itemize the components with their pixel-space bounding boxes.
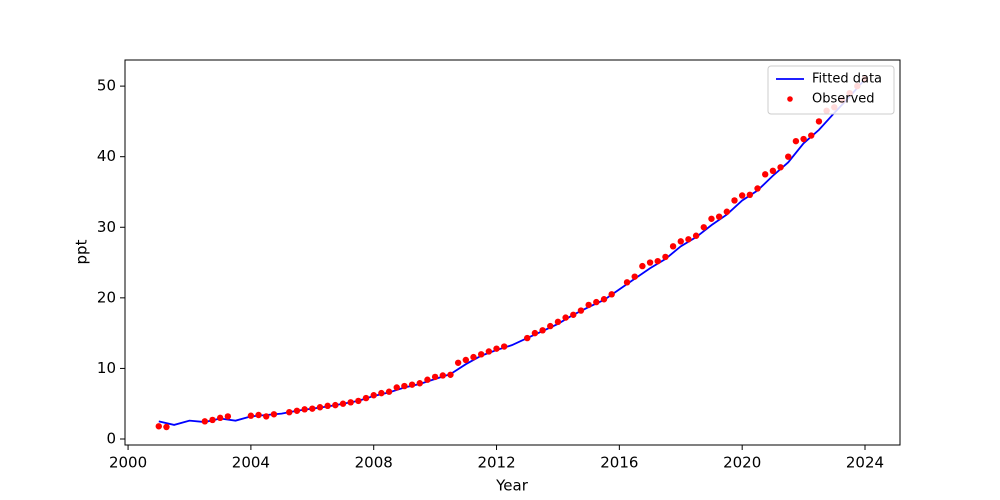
observed-point xyxy=(524,334,531,342)
observed-point xyxy=(255,411,262,419)
observed-point xyxy=(669,243,677,250)
observed-point xyxy=(155,423,162,430)
observed-point xyxy=(424,376,431,383)
legend-label: Observed xyxy=(812,92,875,107)
observed-point xyxy=(393,384,400,391)
observed-point xyxy=(470,353,477,361)
observed-point xyxy=(270,411,278,418)
observed-point xyxy=(209,416,216,424)
observed-point xyxy=(454,359,462,366)
x-tick-label: 2024 xyxy=(846,454,884,472)
observed-point xyxy=(416,380,423,387)
observed-point xyxy=(477,351,485,358)
observed-point xyxy=(769,167,777,175)
observed-point xyxy=(777,164,784,171)
x-axis-label: Year xyxy=(495,477,529,495)
y-tick-label: 20 xyxy=(97,288,116,306)
observed-point xyxy=(723,208,731,215)
observed-point xyxy=(293,407,301,414)
observed-point xyxy=(462,356,470,364)
observed-point xyxy=(216,414,224,422)
observed-point xyxy=(401,382,408,390)
y-axis-label: ppt xyxy=(73,239,91,264)
observed-point xyxy=(692,232,700,239)
plot-frame xyxy=(124,59,901,446)
observed-point xyxy=(447,371,454,378)
observed-point xyxy=(316,404,324,411)
observed-point xyxy=(485,348,493,355)
x-tick-label: 2008 xyxy=(355,454,393,472)
observed-point xyxy=(654,257,661,265)
observed-point xyxy=(685,236,692,243)
x-tick-label: 2016 xyxy=(600,454,638,472)
observed-point xyxy=(439,372,446,379)
observed-point xyxy=(785,153,792,160)
y-tick-label: 40 xyxy=(97,147,116,165)
observed-point xyxy=(362,394,370,402)
observed-point xyxy=(746,191,754,199)
legend-label: Fitted data xyxy=(812,72,882,87)
observed-point xyxy=(263,413,270,420)
observed-point xyxy=(355,397,362,405)
observed-point xyxy=(623,279,631,286)
observed-point xyxy=(385,388,393,395)
observed-point xyxy=(547,322,554,330)
observed-point xyxy=(247,412,255,419)
x-tick-label: 2020 xyxy=(723,454,761,472)
observed-point xyxy=(324,402,331,410)
observed-point xyxy=(700,224,707,231)
observed-point xyxy=(754,185,761,192)
observed-point xyxy=(539,327,546,334)
observed-point xyxy=(332,401,339,409)
observed-point xyxy=(608,291,615,298)
observed-point xyxy=(347,399,354,406)
legend-box xyxy=(767,65,895,115)
observed-point xyxy=(408,381,416,388)
observed-point xyxy=(662,253,669,261)
observed-point xyxy=(593,298,600,306)
y-tick-label: 0 xyxy=(106,430,116,448)
observed-point xyxy=(501,343,508,350)
y-tick-label: 10 xyxy=(97,359,116,377)
observed-point xyxy=(378,389,385,397)
observed-point xyxy=(631,273,638,280)
observed-point xyxy=(224,413,232,420)
observed-point xyxy=(431,373,439,381)
observed-point xyxy=(738,192,746,199)
observed-point xyxy=(531,329,539,337)
observed-point xyxy=(201,418,209,425)
observed-point xyxy=(339,400,347,407)
x-tick-label: 2012 xyxy=(477,454,515,472)
observed-point xyxy=(286,408,293,416)
observed-point xyxy=(708,215,715,222)
observed-point xyxy=(792,137,800,145)
observed-point xyxy=(301,406,308,413)
observed-point xyxy=(493,345,500,352)
x-tick-label: 2000 xyxy=(109,454,147,472)
observed-point xyxy=(577,307,585,314)
x-tick-label: 2004 xyxy=(232,454,270,472)
observed-point xyxy=(762,171,769,178)
observed-point xyxy=(808,132,815,139)
observed-point xyxy=(731,197,738,204)
observed-point xyxy=(639,262,646,270)
observed-point xyxy=(562,314,569,321)
observed-point xyxy=(646,259,654,266)
legend-marker xyxy=(787,96,793,102)
observed-point xyxy=(163,423,170,431)
observed-point xyxy=(677,238,684,245)
y-tick-label: 30 xyxy=(97,218,116,236)
observed-point xyxy=(570,311,577,318)
y-tick-label: 50 xyxy=(97,77,116,95)
observed-point xyxy=(600,296,608,303)
observed-point xyxy=(554,318,562,326)
observed-point xyxy=(715,213,723,220)
observed-point xyxy=(370,392,377,399)
observed-point xyxy=(815,118,823,125)
observed-point xyxy=(800,135,807,143)
observed-point xyxy=(309,405,316,412)
observed-point xyxy=(585,301,592,309)
